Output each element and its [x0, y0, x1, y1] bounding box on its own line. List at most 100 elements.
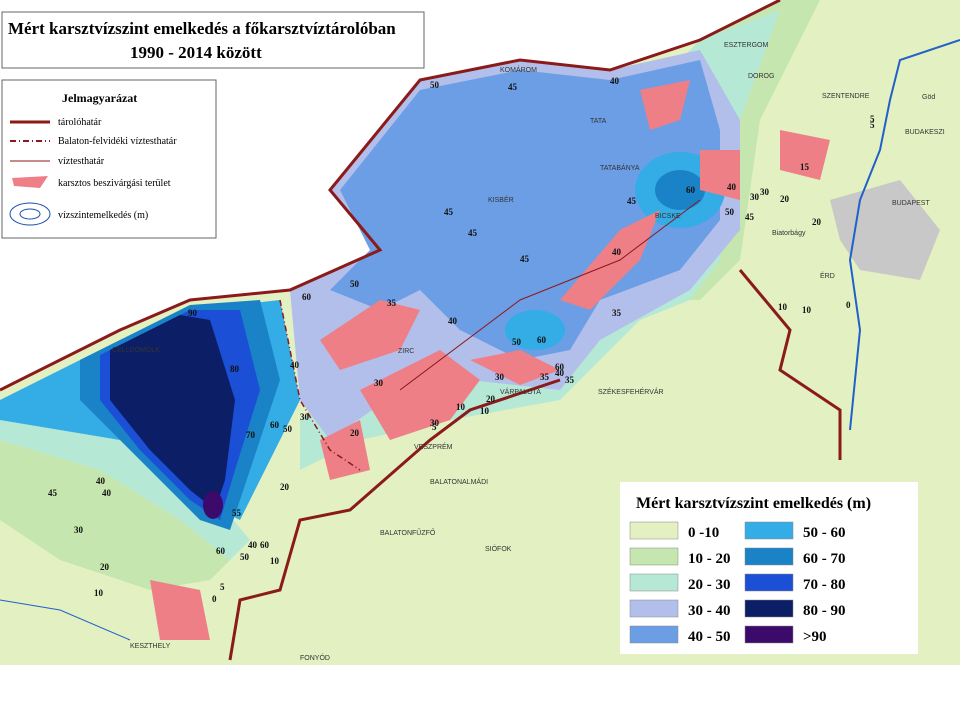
contour-label: 50 — [725, 207, 735, 217]
contour-label: 10 — [778, 302, 788, 312]
contour-label: 50 — [350, 279, 360, 289]
contour-label: 30 — [430, 418, 440, 428]
scale-swatch — [744, 573, 794, 592]
contour-label: 60 — [555, 362, 565, 372]
contour-label: 30 — [495, 372, 505, 382]
place-name: BALATONALMÁDI — [430, 477, 488, 486]
contour-label: 10 — [802, 305, 812, 315]
budapest-urban — [830, 180, 940, 280]
scale-label: 50 - 60 — [803, 525, 846, 541]
contour-label: 20 — [280, 482, 290, 492]
contour-label: 30 — [750, 192, 760, 202]
scale-box — [620, 482, 918, 654]
contour-label: 60 — [270, 420, 280, 430]
scale-swatch — [629, 573, 679, 592]
contour-label: 60 — [537, 335, 547, 345]
scale-label: >90 — [803, 629, 827, 645]
contour-label: 10 — [270, 556, 280, 566]
contour-label: 20 — [780, 194, 790, 204]
contour-label: 60 — [216, 546, 226, 556]
contour-label: 30 — [760, 187, 770, 197]
contour-label: 60 — [260, 540, 270, 550]
contour-label: 10 — [94, 588, 104, 598]
contour-label: 80 — [230, 364, 240, 374]
contour-label: 45 — [508, 82, 518, 92]
place-name: BICSKE — [655, 213, 681, 220]
contour-label: 40 — [248, 540, 258, 550]
scale-label: 60 - 70 — [803, 551, 846, 567]
contour-label: 90 — [188, 308, 198, 318]
contour-label: 40 — [612, 247, 622, 257]
scale-label: 0 -10 — [688, 525, 719, 541]
contour-label: 70 — [246, 430, 256, 440]
place-name: ESZTERGOM — [724, 42, 769, 49]
place-name: VÁRPALOTA — [500, 387, 541, 396]
contour-label: 35 — [612, 308, 622, 318]
contour-label: 45 — [627, 196, 637, 206]
contour-label: 20 — [350, 428, 360, 438]
legend-item: víztesthatár — [58, 156, 105, 167]
scale-title: Mért karsztvízszint emelkedés (m) — [636, 495, 871, 512]
title: Mért karsztvízszint emelkedés a főkarszt… — [8, 19, 396, 38]
contour-label: 40 — [290, 360, 300, 370]
legend-karst — [12, 176, 48, 188]
contour-label: 30 — [300, 412, 310, 422]
contour-label: 40 — [727, 182, 737, 192]
zone-60-70 — [655, 170, 705, 210]
contour-label: 45 — [444, 207, 454, 217]
place-name: CELLDÖMÖLK — [112, 346, 160, 354]
place-name: BUDAKESZI — [905, 129, 945, 136]
contour-label: 35 — [387, 298, 397, 308]
river — [848, 39, 960, 431]
scale-swatch — [744, 547, 794, 566]
river — [0, 599, 131, 641]
place-name: ÉRD — [820, 271, 835, 280]
contour-label: 40 — [96, 476, 106, 486]
place-name: TATABÁNYA — [600, 163, 640, 172]
place-name: BUDAPEST — [892, 200, 930, 207]
contour-label: 60 — [686, 185, 696, 195]
contour-label: 50 — [430, 80, 440, 90]
zone-80-90 — [110, 315, 235, 510]
zone-20-30 — [0, 400, 250, 560]
contour-label: 40 — [555, 368, 565, 378]
contour-label: 40 — [610, 76, 620, 86]
contour-label: 35 — [540, 372, 550, 382]
scale-label: 30 - 40 — [688, 603, 731, 619]
legend-contour — [9, 202, 51, 226]
contour-label: 10 — [456, 402, 466, 412]
contour-label: 0 — [212, 594, 217, 604]
place-name: KISBÉR — [488, 195, 514, 204]
place-name: TATA — [590, 118, 607, 125]
scale-label: 10 - 20 — [688, 551, 731, 567]
waterbody-boundary — [399, 199, 701, 391]
scale-label: 80 - 90 — [803, 603, 846, 619]
scale-swatch — [629, 547, 679, 566]
place-name: SZENTENDRE — [822, 93, 870, 100]
scale-swatch — [744, 625, 794, 644]
contour-label: 20 — [486, 394, 496, 404]
contour-label: 45 — [520, 254, 530, 264]
legend-item: tárolóhatár — [58, 117, 102, 128]
place-name: Biatorbágy — [772, 230, 806, 237]
place-name: Göd — [922, 94, 935, 101]
contour-label: 40 — [102, 488, 112, 498]
place-name: SIÓFOK — [485, 544, 512, 553]
legend-title: Jelmagyarázat — [62, 91, 137, 105]
legend-item: karsztos beszivárgási terület — [58, 178, 171, 189]
place-name: KESZTHELY — [130, 643, 171, 650]
scale-label: 20 - 30 — [688, 577, 731, 593]
contour-label: 45 — [468, 228, 478, 238]
contour-label: 0 — [846, 300, 851, 310]
contour-label: 55 — [232, 508, 242, 518]
contour-label: 30 — [74, 525, 84, 535]
scale-swatch — [629, 625, 679, 644]
aquifer-boundary — [228, 269, 842, 661]
balaton-boundary — [279, 299, 361, 471]
scale-swatch — [629, 599, 679, 618]
place-name: VESZPRÉM — [414, 442, 453, 451]
bottom-margin — [0, 665, 960, 720]
place-name: FONYÓD — [300, 653, 330, 662]
contour-label: 30 — [374, 378, 384, 388]
